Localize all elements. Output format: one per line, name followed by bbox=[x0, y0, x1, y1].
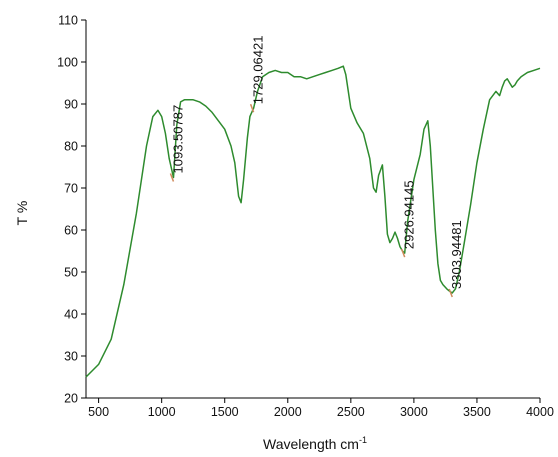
y-tick-label: 100 bbox=[57, 56, 78, 70]
y-tick-label: 50 bbox=[64, 266, 78, 280]
y-tick-label: 70 bbox=[64, 182, 78, 196]
x-tick-label: 2000 bbox=[274, 405, 302, 419]
y-tick-label: 110 bbox=[58, 14, 78, 28]
peak-marker bbox=[249, 103, 255, 113]
peak-marker bbox=[169, 173, 175, 182]
y-axis-ticks: 20 30 40 50 60 70 80 90 100 110 bbox=[57, 14, 86, 406]
y-tick-label: 30 bbox=[64, 350, 78, 364]
y-tick-label: 20 bbox=[64, 392, 78, 406]
x-tick-label: 1000 bbox=[148, 405, 176, 419]
peak-annotations: 1093.50787 1729.06421 2926.94145 3303.94481 bbox=[169, 36, 464, 298]
peak-label: 1093.50787 bbox=[171, 105, 186, 174]
peak-marker bbox=[448, 288, 453, 298]
x-tick-label: 3000 bbox=[400, 405, 428, 419]
y-axis-title: T % bbox=[14, 201, 30, 226]
y-tick-label: 40 bbox=[64, 308, 78, 322]
x-tick-label: 3500 bbox=[463, 405, 491, 419]
x-axis-title: Wavelength cm-1 bbox=[263, 435, 367, 452]
plot-area: 500 1000 1500 2000 2500 3000 3500 4000 20 30 40 50… bbox=[57, 14, 554, 420]
x-tick-label: 2500 bbox=[337, 405, 365, 419]
peak-marker bbox=[400, 248, 406, 258]
x-tick-label: 4000 bbox=[526, 405, 554, 419]
peak-label: 1729.06421 bbox=[251, 36, 266, 105]
y-tick-label: 60 bbox=[64, 224, 78, 238]
y-tick-label: 80 bbox=[64, 140, 78, 154]
peak-label: 3303.94481 bbox=[449, 220, 464, 289]
transmittance-line bbox=[85, 65, 541, 378]
y-tick-label: 90 bbox=[64, 98, 78, 112]
peak-label: 2926.94145 bbox=[402, 180, 417, 249]
x-axis-ticks: 500 1000 1500 2000 2500 3000 3500 4000 bbox=[88, 398, 554, 419]
x-tick-label: 1500 bbox=[211, 405, 239, 419]
x-tick-label: 500 bbox=[88, 405, 109, 419]
